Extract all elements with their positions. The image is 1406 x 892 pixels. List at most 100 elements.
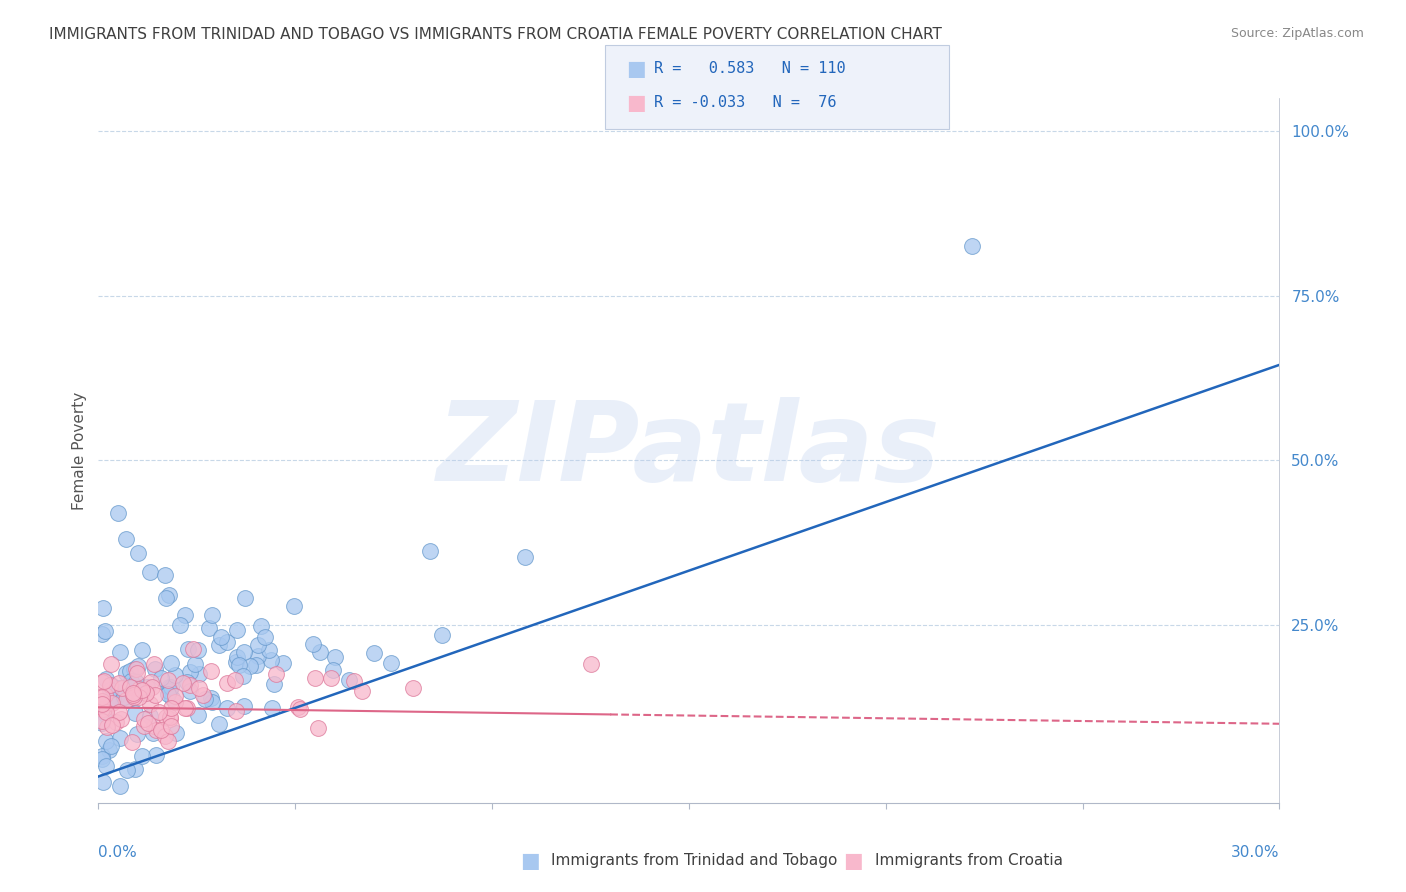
Point <box>245 658 267 673</box>
Point <box>128 690 150 705</box>
Point <box>172 676 194 690</box>
Point <box>107 675 129 690</box>
Point <box>131 749 153 764</box>
Point <box>209 630 232 644</box>
Point <box>232 699 254 714</box>
Point <box>122 686 145 700</box>
Point <box>101 696 124 710</box>
Point <box>125 662 148 676</box>
Text: ZIPatlas: ZIPatlas <box>437 397 941 504</box>
Point <box>337 673 360 688</box>
Point <box>100 678 122 692</box>
Text: 30.0%: 30.0% <box>1232 845 1279 860</box>
Point <box>91 690 114 704</box>
Point <box>162 691 184 706</box>
Point <box>125 666 148 681</box>
Point <box>287 699 309 714</box>
Point <box>288 702 311 716</box>
Point <box>157 687 180 701</box>
Point <box>94 734 117 748</box>
Point <box>91 674 114 689</box>
Point <box>94 672 117 686</box>
Point <box>112 690 135 704</box>
Point <box>226 623 249 637</box>
Point <box>135 680 157 694</box>
Point <box>139 709 162 723</box>
Point <box>232 669 254 683</box>
Text: R = -0.033   N =  76: R = -0.033 N = 76 <box>654 95 837 110</box>
Point <box>155 729 177 743</box>
Point <box>215 676 238 690</box>
Point <box>159 684 181 698</box>
Point <box>127 659 149 673</box>
Point <box>93 701 115 715</box>
Point <box>136 715 159 730</box>
Point <box>100 678 122 692</box>
Point <box>250 619 273 633</box>
Point <box>225 656 247 670</box>
Point <box>201 608 224 623</box>
Point <box>131 643 153 657</box>
Point <box>163 695 186 709</box>
Point <box>239 658 262 673</box>
Text: Immigrants from Trinidad and Tobago: Immigrants from Trinidad and Tobago <box>551 854 838 868</box>
Point <box>200 691 222 706</box>
Point <box>91 600 114 615</box>
Point <box>124 762 146 776</box>
Point <box>111 681 134 695</box>
Point <box>148 705 170 719</box>
Point <box>98 683 121 698</box>
Point <box>215 635 238 649</box>
Point <box>145 723 167 738</box>
Point <box>159 680 181 694</box>
Point <box>100 691 122 706</box>
Point <box>91 626 114 640</box>
Point <box>208 638 231 652</box>
Point <box>132 712 155 726</box>
Point <box>138 566 160 580</box>
Point <box>94 707 117 722</box>
Point <box>115 763 138 777</box>
Point <box>91 702 114 716</box>
Point <box>165 726 187 740</box>
Point <box>402 681 425 695</box>
Point <box>309 645 332 659</box>
Point <box>260 653 283 667</box>
Point <box>121 735 143 749</box>
Point <box>122 662 145 676</box>
Point <box>177 642 200 657</box>
Point <box>579 657 602 672</box>
Point <box>124 674 146 689</box>
Point <box>100 739 122 753</box>
Point <box>263 677 285 691</box>
Text: R =   0.583   N = 110: R = 0.583 N = 110 <box>654 62 845 76</box>
Point <box>191 689 214 703</box>
Point <box>155 591 177 605</box>
Point <box>283 599 305 613</box>
Point <box>173 701 195 715</box>
Point <box>149 723 172 738</box>
Point <box>225 649 247 664</box>
Point <box>187 681 209 695</box>
Point <box>322 663 344 677</box>
Point <box>105 689 128 703</box>
Point <box>104 714 127 729</box>
Point <box>380 657 402 671</box>
Point <box>122 688 145 702</box>
Point <box>93 688 115 702</box>
Point <box>246 638 269 652</box>
Point <box>225 704 247 718</box>
Point <box>110 712 132 726</box>
Point <box>194 692 217 706</box>
Point <box>513 549 536 564</box>
Point <box>108 644 131 658</box>
Point <box>101 718 124 732</box>
Point <box>156 673 179 688</box>
Point <box>160 719 183 733</box>
Point <box>115 693 138 707</box>
Point <box>127 727 149 741</box>
Point <box>228 658 250 673</box>
Point <box>264 667 287 681</box>
Point <box>91 748 114 763</box>
Point <box>139 674 162 689</box>
